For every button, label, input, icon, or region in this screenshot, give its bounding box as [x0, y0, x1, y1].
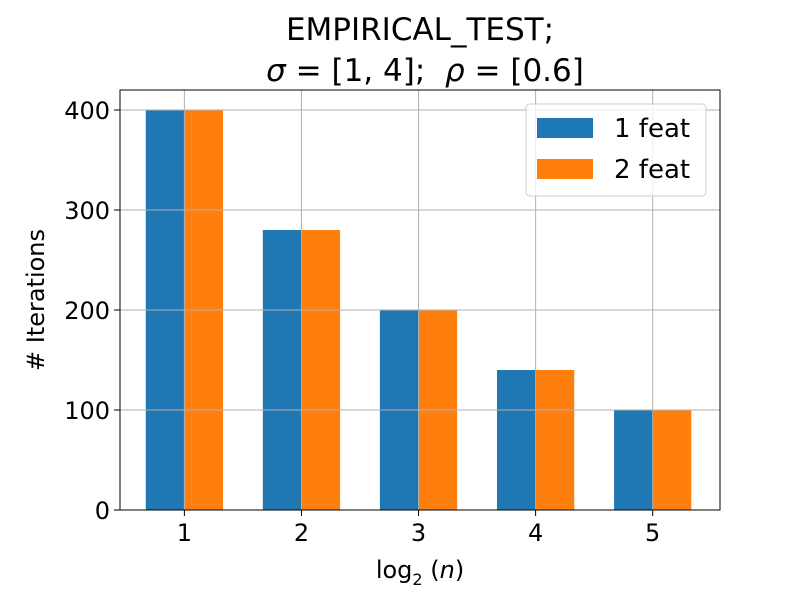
legend-label-2-feat: 2 feat	[614, 155, 690, 185]
legend-swatch-2-feat	[537, 159, 593, 179]
x-label-open: (	[423, 556, 440, 584]
plot-frame	[119, 89, 721, 511]
x-label-var: n	[440, 556, 455, 584]
y-tick-label: 400	[64, 97, 110, 125]
x-tick-label: 2	[294, 519, 309, 547]
bar-2-feat-5	[652, 410, 692, 510]
legend-swatch-1-feat	[537, 118, 593, 138]
x-label-close: )	[455, 556, 464, 584]
axis-ticks: 0 100 200 300 400 1 2 3 4 5	[64, 97, 660, 547]
bar-1-feat-4	[496, 370, 536, 510]
x-tick-label: 3	[411, 519, 426, 547]
title-sigma-value: = [1, 4];	[286, 53, 445, 89]
x-axis-label: log2 (n)	[376, 556, 464, 589]
title-sigma-symbol: σ	[266, 53, 287, 89]
y-tick-label: 200	[64, 297, 110, 325]
legend: 1 feat 2 feat	[525, 103, 707, 197]
x-label-base: 2	[412, 570, 422, 589]
y-tick-label: 100	[64, 397, 110, 425]
bar-1-feat-2	[262, 230, 302, 510]
x-tick-label: 4	[528, 519, 543, 547]
x-label-log: log	[376, 556, 413, 584]
bar-2-feat-2	[301, 230, 341, 510]
chart-title-line2: σ = [1, 4]; ρ = [0.6]	[266, 53, 584, 89]
chart-title-line1: EMPIRICAL_TEST;	[286, 12, 554, 48]
y-tick-label: 0	[95, 497, 110, 525]
y-tick-label: 300	[64, 197, 110, 225]
x-tick-label: 5	[645, 519, 660, 547]
x-tick-label: 1	[177, 519, 192, 547]
legend-label-1-feat: 1 feat	[614, 114, 690, 144]
bar-2-feat-4	[535, 370, 575, 510]
title-rho-value: = [0.6]	[465, 53, 584, 89]
y-axis-label: # Iterations	[22, 229, 50, 371]
title-rho-symbol: ρ	[445, 53, 465, 89]
bar-1-feat-5	[614, 410, 653, 510]
